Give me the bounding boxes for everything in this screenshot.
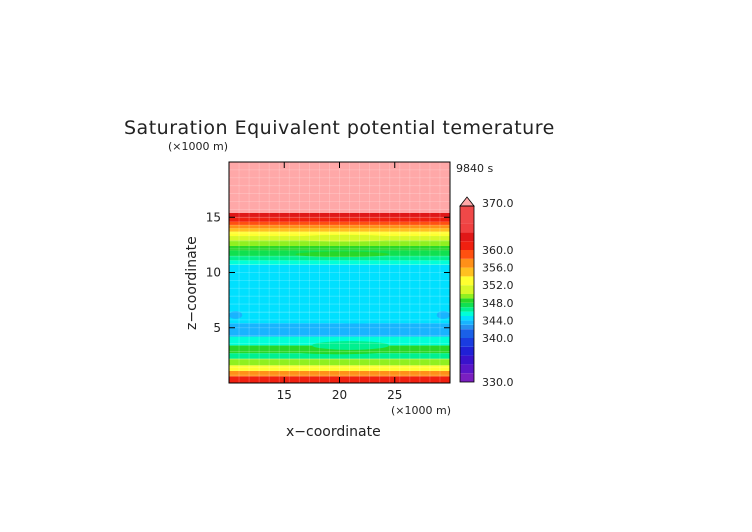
colorbar-swatch (460, 276, 474, 286)
contour-band (229, 221, 450, 225)
colorbar-swatch (460, 302, 474, 308)
colorbar-tick-label: 348.0 (482, 297, 514, 310)
colorbar-swatch (460, 324, 474, 330)
contour-band (229, 370, 450, 377)
colorbar-swatch (460, 267, 474, 277)
y-tick-label: 10 (206, 266, 221, 280)
colorbar-swatch (460, 373, 474, 382)
colorbar-swatch (460, 329, 474, 338)
contour-band (229, 245, 450, 251)
contour-band (229, 212, 450, 218)
colorbar-swatch (460, 232, 474, 242)
contour-feature (289, 234, 401, 242)
x-tick-label: 25 (387, 388, 402, 402)
colorbar-swatch (460, 258, 474, 268)
colorbar-swatch (460, 346, 474, 356)
contour-feature (295, 251, 390, 258)
contour-feature (300, 323, 412, 336)
colorbar-swatch (460, 250, 474, 259)
colorbar-tick-label: 344.0 (482, 314, 514, 327)
colorbar-frame (459, 205, 475, 383)
colorbar-swatch (460, 294, 474, 299)
colorbar-swatch (460, 364, 474, 374)
contour-band (229, 240, 450, 246)
colorbar-swatch (460, 206, 474, 224)
contour-feature (306, 312, 406, 324)
contour-band (229, 260, 450, 265)
colorbar-tick-label: 370.0 (482, 197, 514, 210)
colorbar-swatch (460, 307, 474, 312)
colorbar-tick-label: 330.0 (482, 376, 514, 389)
colorbar-swatch (460, 241, 474, 250)
time-label: 9840 s (456, 162, 493, 175)
y-axis-title: z−coordinate (184, 236, 200, 330)
colorbar-extension (459, 196, 475, 207)
colorbar-swatch (460, 311, 474, 316)
x-tick-label: 20 (332, 388, 347, 402)
colorbar-tick-label: 340.0 (482, 332, 514, 345)
contour-feature (436, 311, 450, 319)
contour-band (229, 264, 450, 313)
plot-area (229, 162, 450, 383)
colorbar-swatch (460, 320, 474, 325)
colorbar: 370.0 360.0 356.0 352.0 348.0 344.0 340.0 330.0 (459, 196, 514, 389)
x-axis-title: x−coordinate (286, 424, 381, 440)
contour-band (229, 217, 450, 222)
y-unit-label: (×1000 m) (168, 140, 228, 153)
colorbar-tick-label: 352.0 (482, 279, 514, 292)
y-tick-label: 15 (206, 210, 221, 224)
contour-band (229, 336, 450, 346)
contour-band (229, 365, 450, 371)
colorbar-swatch (460, 338, 474, 347)
chart-title: Saturation Equivalent potential temeratu… (124, 117, 555, 139)
contour-band (229, 224, 450, 229)
contour-band (229, 231, 450, 237)
colorbar-swatch (460, 298, 474, 303)
colorbar-tick-label: 356.0 (482, 262, 514, 275)
contour-band (229, 228, 450, 232)
colorbar-swatch (460, 355, 474, 365)
contour-band (229, 255, 450, 261)
x-tick-label: 15 (277, 388, 292, 402)
contour-feature (229, 311, 243, 319)
colorbar-swatch (460, 223, 474, 233)
colorbar-swatch (460, 285, 474, 294)
colorbar-swatch (460, 316, 474, 321)
contour-band (229, 162, 450, 213)
contour-band (229, 353, 450, 359)
x-unit-label: (×1000 m) (391, 404, 451, 417)
contour-feature (311, 341, 390, 350)
axes: 15 20 25 5 10 15 (206, 161, 451, 402)
colorbar-tick-label: 360.0 (482, 244, 514, 257)
y-tick-label: 5 (213, 321, 221, 335)
contour-band (229, 358, 450, 366)
